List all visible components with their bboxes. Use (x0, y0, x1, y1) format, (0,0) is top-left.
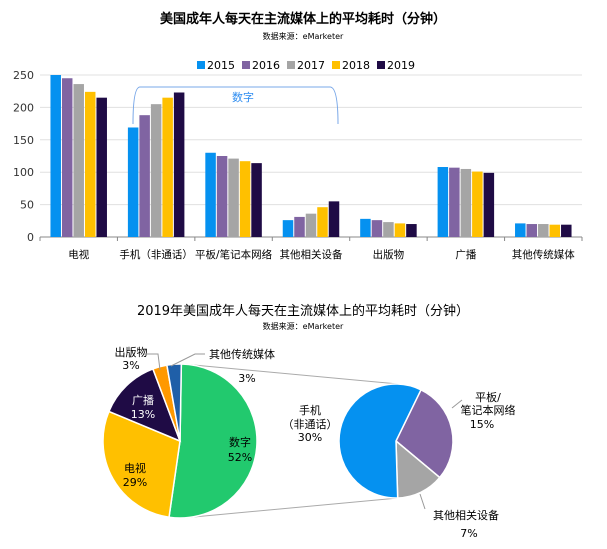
bar-2016 (449, 167, 460, 237)
slice-label: 其他传统媒体 (209, 347, 275, 361)
y-tick-label: 200 (13, 101, 34, 114)
bar-2016 (61, 78, 73, 238)
bar-2016 (526, 224, 538, 237)
sub-slice-label: （非通话） (283, 418, 338, 431)
sub-slice-pct: 15% (470, 418, 494, 431)
bar-2015 (205, 152, 216, 237)
bar-2015 (515, 223, 526, 237)
bar-2017 (460, 168, 472, 237)
sub-slice-label: 笔记本网络 (461, 403, 516, 417)
bar-2019 (406, 224, 417, 237)
bar-2018 (394, 223, 406, 237)
legend-swatch (242, 61, 250, 69)
x-tick-label: 手机（非通话） (119, 248, 193, 261)
y-tick-label: 50 (20, 199, 34, 212)
y-tick-label: 250 (13, 69, 34, 82)
x-tick-label: 平板/笔记本网络 (195, 248, 273, 261)
bar-2019 (483, 172, 495, 237)
leader-line (419, 493, 426, 510)
leader-line (451, 399, 463, 409)
annotation-label: 数字 (232, 90, 254, 104)
bar-2018 (239, 161, 251, 237)
pie-slice (102, 410, 181, 519)
legend-swatch (197, 61, 205, 69)
bar-chart-subtitle: 数据来源：eMarketer (263, 31, 344, 41)
bar-2018 (317, 207, 328, 237)
legend-label: 2017 (297, 59, 325, 72)
slice-pct: 29% (123, 476, 147, 489)
legend-label: 2018 (342, 59, 370, 72)
x-tick-label: 电视 (68, 248, 89, 261)
slice-label: 电视 (124, 461, 146, 475)
sub-slice-label: 平板/ (475, 390, 501, 404)
legend-label: 2019 (387, 59, 415, 72)
pie-slice (168, 363, 258, 519)
sub-slice-pct: 7% (460, 527, 477, 540)
bar-2019 (251, 163, 262, 237)
bar-2018 (162, 97, 173, 238)
legend-label: 2016 (252, 59, 280, 72)
sub-slice-label: 手机 (299, 403, 321, 417)
bar-2015 (437, 167, 449, 237)
bar-2017 (538, 224, 549, 237)
slice-pct: 13% (131, 408, 155, 421)
pie-chart-subtitle: 数据来源：eMarketer (263, 321, 344, 331)
bar-2015 (282, 220, 294, 237)
connector-line (182, 363, 399, 385)
bar-2019 (328, 201, 340, 237)
bar-2017 (305, 213, 317, 237)
y-tick-label: 100 (13, 166, 34, 179)
legend-label: 2015 (207, 59, 235, 72)
slice-pct: 3% (122, 359, 139, 372)
pie-chart-title: 2019年美国成年人每天在主流媒体上的平均耗时（分钟） (137, 303, 469, 319)
y-tick-label: 150 (13, 134, 34, 147)
sub-slice-pct: 30% (298, 431, 322, 444)
bar-2016 (371, 220, 383, 237)
legend-swatch (377, 61, 385, 69)
bar-2018 (84, 91, 96, 238)
x-tick-label: 出版物 (373, 248, 405, 261)
bar-chart-title: 美国成年人每天在主流媒体上的平均耗时（分钟） (160, 11, 446, 27)
slice-pct: 3% (238, 372, 255, 385)
sub-slice-label: 其他相关设备 (433, 508, 499, 522)
x-tick-label: 其他传统媒体 (512, 248, 575, 261)
slice-pct: 52% (228, 451, 252, 464)
y-tick-label: 0 (27, 231, 34, 244)
slice-label: 出版物 (115, 345, 148, 359)
bar-2015 (360, 218, 371, 237)
legend-swatch (287, 61, 295, 69)
legend-swatch (332, 61, 340, 69)
leader-line (170, 353, 205, 367)
bar-2017 (228, 158, 239, 237)
x-tick-label: 广播 (455, 248, 476, 261)
bar-2017 (150, 104, 162, 237)
slice-label: 数字 (229, 435, 251, 449)
sub-pie-slice (395, 388, 454, 479)
bar-2019 (173, 92, 185, 237)
bar-2015 (127, 127, 139, 237)
connector-line (182, 497, 399, 519)
bar-2016 (294, 216, 305, 237)
pie-slice (107, 367, 182, 443)
annotation-bracket (132, 86, 339, 125)
slice-label: 广播 (132, 393, 154, 407)
leader-line (144, 353, 161, 371)
bar-2016 (216, 156, 228, 237)
bar-2019 (561, 224, 572, 237)
x-tick-label: 其他相关设备 (280, 248, 343, 261)
bar-2017 (383, 222, 394, 237)
bar-2019 (96, 97, 107, 238)
bar-2018 (472, 171, 483, 237)
bar-2016 (139, 115, 150, 237)
bar-2018 (549, 224, 561, 237)
bar-2015 (50, 75, 61, 237)
bar-2017 (73, 84, 84, 238)
sub-pie-slice (338, 383, 422, 499)
